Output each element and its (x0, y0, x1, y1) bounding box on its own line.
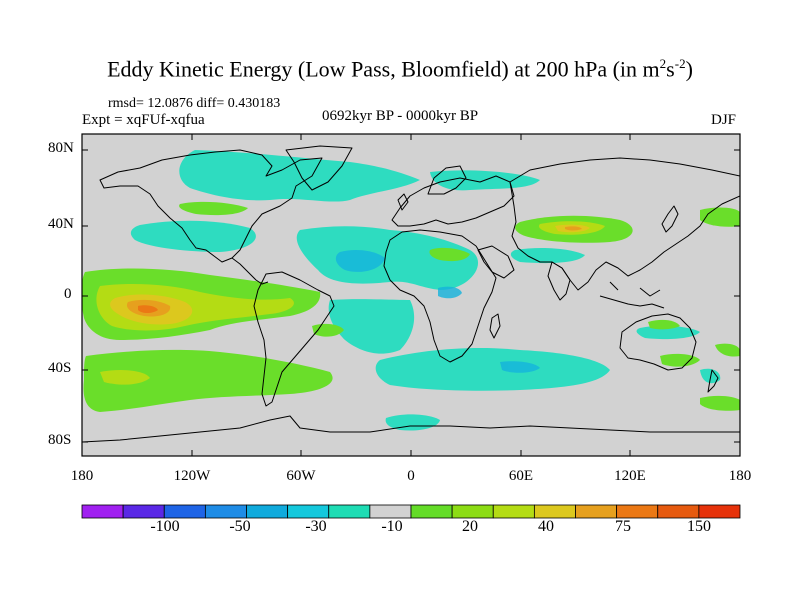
coast-europe (391, 175, 515, 227)
title-mid: s (666, 56, 675, 82)
lon-label-120w: 120W (173, 468, 211, 484)
colorbar-box (657, 504, 700, 519)
colorbar-box (575, 504, 618, 519)
colorbar-box (533, 504, 576, 519)
colorbar-box (410, 504, 453, 519)
coast-africa (383, 229, 497, 363)
colorbar-box (328, 504, 371, 519)
lon-label-60w: 60W (286, 468, 316, 484)
colorbar-box (122, 504, 165, 519)
coast-greenland (285, 145, 353, 191)
colorbar-label-6: 40 (538, 518, 554, 535)
colorbar-label-2: -50 (229, 518, 251, 535)
coast-asia (509, 157, 740, 291)
lat-label-80n: 80N (48, 140, 74, 156)
colorbar-label-7: 75 (615, 518, 631, 535)
lat-label-80s: 80S (48, 432, 72, 448)
lon-label-60e: 60E (508, 468, 534, 484)
coast-south-america (253, 271, 335, 407)
title-sup-1: 2 (659, 56, 667, 71)
colorbar-label-1: -100 (150, 518, 180, 535)
colorbar-label-3: -30 (305, 518, 327, 535)
high-positive-regions (110, 224, 590, 325)
axis-ticks (82, 134, 740, 456)
colorbar-box (369, 504, 412, 519)
lon-label-180e: 180 (728, 468, 752, 484)
colorbar-box (287, 504, 330, 519)
lon-label-120e: 120E (614, 468, 646, 484)
anomaly-field (82, 150, 740, 431)
colorbar-label-8: 150 (687, 518, 711, 535)
coast-central-america (231, 257, 269, 285)
colorbar-box (246, 504, 289, 519)
title-prefix: Eddy Kinetic Energy (Low Pass, Bloomfiel… (107, 56, 660, 82)
negative-anomaly-regions (130, 150, 721, 431)
coast-antarctica (82, 415, 740, 443)
plot-title: Eddy Kinetic Energy (Low Pass, Bloomfiel… (0, 56, 800, 82)
colorbar-box (451, 504, 494, 519)
colorbar-box (163, 504, 206, 519)
colorbar-box (492, 504, 535, 519)
lat-label-0: 0 (64, 286, 72, 302)
colorbar-label-4: -10 (381, 518, 403, 535)
strong-negative-regions (335, 250, 540, 373)
coastlines (82, 145, 740, 443)
experiment-label: Expt = xqFUf-xqfua (82, 112, 205, 128)
colorbar-label-5: 20 (462, 518, 478, 535)
coast-arabia (477, 245, 515, 279)
coast-uk (397, 193, 409, 211)
title-sup-2: -2 (674, 56, 686, 71)
lat-label-40n: 40N (48, 216, 74, 232)
coast-scandinavia (427, 165, 467, 195)
lat-label-40s: 40S (48, 360, 72, 376)
lon-label-0: 0 (407, 468, 415, 484)
title-suffix: ) (685, 56, 693, 82)
colorbar-box (616, 504, 659, 519)
colorbar-box (698, 504, 741, 519)
colorbar-box (204, 504, 247, 519)
lon-label-180w: 180 (70, 468, 94, 484)
colorbar-box (81, 504, 124, 519)
coast-japan (661, 205, 679, 233)
coast-new-zealand (707, 369, 719, 393)
coast-north-america (99, 149, 323, 263)
coast-indonesia (599, 281, 665, 309)
colorbar (81, 504, 741, 519)
stats-text: rmsd= 12.0876 diff= 0.430183 (108, 96, 281, 111)
coast-madagascar (489, 313, 501, 339)
coast-india (547, 261, 571, 301)
period-label: 0692kyr BP - 0000kyr BP (322, 108, 479, 124)
coast-australia (619, 313, 697, 371)
season-label: DJF (711, 112, 737, 128)
